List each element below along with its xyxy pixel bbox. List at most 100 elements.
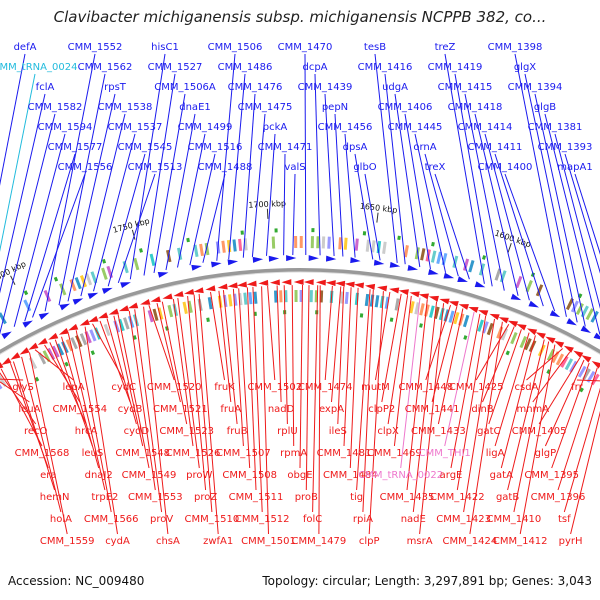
gene-label-line (153, 93, 186, 273)
cog-bar-forward (101, 267, 108, 280)
cog-bar-forward (43, 289, 52, 303)
gene-label-line (107, 153, 146, 287)
forward-gene-label: dpsA (343, 142, 368, 153)
reverse-gene-label: clpX (377, 426, 399, 437)
forward-gene-label: rpsT (104, 82, 127, 93)
gene-label-line (172, 299, 194, 447)
cog-bar-forward (535, 284, 544, 297)
gene-label-line (450, 313, 481, 469)
forward-gene-label: valS (284, 162, 305, 173)
cog-bar-forward (177, 247, 183, 261)
reverse-gene-label: tig (350, 492, 363, 503)
reverse-gene-label: CMM_1511 (229, 492, 284, 503)
reverse-gene-label: tsf (558, 514, 571, 525)
gene-label-line (484, 133, 530, 301)
gene-label-line (334, 113, 344, 257)
forward-gene-label: CMM_1582 (28, 102, 83, 113)
reverse-gene-label: cydC (111, 382, 136, 393)
gene-label-line (331, 286, 342, 403)
reverse-gene-arrow (140, 299, 151, 305)
cog-bar-reverse (228, 294, 233, 307)
cog-bar-forward (69, 279, 77, 292)
gene-label-line (267, 285, 276, 381)
cog-bar-forward (515, 275, 523, 289)
reverse-gene-label: ileS (329, 426, 347, 437)
gene-label-line (504, 173, 556, 312)
cog-bar-reverse (103, 323, 111, 337)
reverse-gene-label: proZ (194, 492, 217, 503)
gene-label-line (232, 288, 244, 447)
reverse-gene-arrow (0, 362, 4, 369)
reverse-gene-label: folC (303, 514, 322, 525)
reverse-gene-label: CMM_1396 (531, 492, 586, 503)
reverse-gene-label: proB (295, 492, 318, 503)
gene-label-line (0, 93, 46, 294)
reverse-gene-label: CMM_1474 (298, 382, 353, 393)
forward-gene-label: glbO (353, 162, 376, 173)
gene-label-line (314, 73, 321, 256)
forward-gene-arrow (528, 300, 540, 308)
marker-reverse (206, 317, 210, 322)
reverse-gene-arrow (246, 280, 257, 287)
marker-forward (139, 248, 143, 253)
gene-label-line (368, 291, 384, 535)
cog-bar-forward (590, 310, 599, 323)
cog-bar-reverse (555, 353, 565, 366)
cog-bar-reverse (157, 307, 164, 320)
cog-bar-reverse (448, 310, 455, 323)
cog-bar-reverse (182, 301, 188, 314)
gene-label-line (564, 153, 600, 274)
gene-label-line (242, 93, 256, 258)
gene-label-line (161, 301, 188, 425)
gene-label-line (494, 332, 530, 447)
forward-gene-arrow (101, 287, 113, 294)
reverse-gene-label: CMM_1433 (411, 426, 466, 437)
reverse-gene-label: CMM_1553 (128, 492, 183, 503)
forward-gene-label: CMM_1456 (318, 122, 373, 133)
forward-gene-label: CMM_1562 (78, 62, 133, 73)
cog-bar-reverse (79, 333, 88, 346)
reverse-gene-arrow (184, 288, 195, 295)
marker-forward (53, 276, 59, 282)
reverse-gene-label: expA (319, 404, 344, 415)
gene-label-line (349, 287, 359, 469)
gene-label-line (482, 326, 515, 403)
forward-gene-label: tesB (364, 42, 386, 53)
marker-forward (397, 235, 401, 241)
reverse-gene-arrow (563, 345, 574, 353)
cog-bar-reverse (344, 291, 349, 305)
cog-bar-forward (403, 245, 409, 258)
reverse-gene-arrow (591, 360, 600, 369)
cog-bar-reverse (482, 321, 489, 334)
gene-label-line (544, 113, 600, 335)
cog-bar-reverse (123, 317, 130, 330)
reverse-gene-label: CMM_1424 (443, 536, 498, 547)
cog-bar-forward (354, 238, 359, 251)
cog-bar-reverse (222, 294, 228, 308)
gene-label-line (469, 321, 503, 535)
marker-reverse (90, 350, 95, 356)
reverse-gene-arrow (79, 319, 90, 326)
reverse-gene-arrow (377, 285, 388, 292)
accession-text: Accession: NC_009480 (8, 574, 145, 588)
reverse-gene-arrow (498, 317, 509, 324)
gene-label-line (343, 287, 352, 447)
reverse-gene-label: gatB (496, 492, 519, 503)
reverse-gene-arrow (162, 293, 173, 300)
cog-bar-reverse (354, 292, 359, 305)
cog-bar-forward (414, 247, 420, 260)
reverse-gene-label: CMM_1484 (323, 470, 378, 481)
gene-label-line (198, 293, 219, 535)
marker-reverse (132, 335, 137, 340)
gene-label-line (99, 320, 131, 403)
gene-label-line (488, 329, 522, 425)
gene-label-line (283, 285, 288, 425)
gene-label-line (106, 318, 137, 425)
cog-bar-forward (271, 236, 276, 249)
gene-label-line (202, 173, 226, 263)
reverse-gene-label: pyrH (559, 536, 583, 547)
marker-reverse (505, 350, 510, 356)
forward-gene-arrow (457, 276, 468, 283)
marker-reverse (463, 335, 468, 340)
gene-label-line (557, 367, 598, 491)
